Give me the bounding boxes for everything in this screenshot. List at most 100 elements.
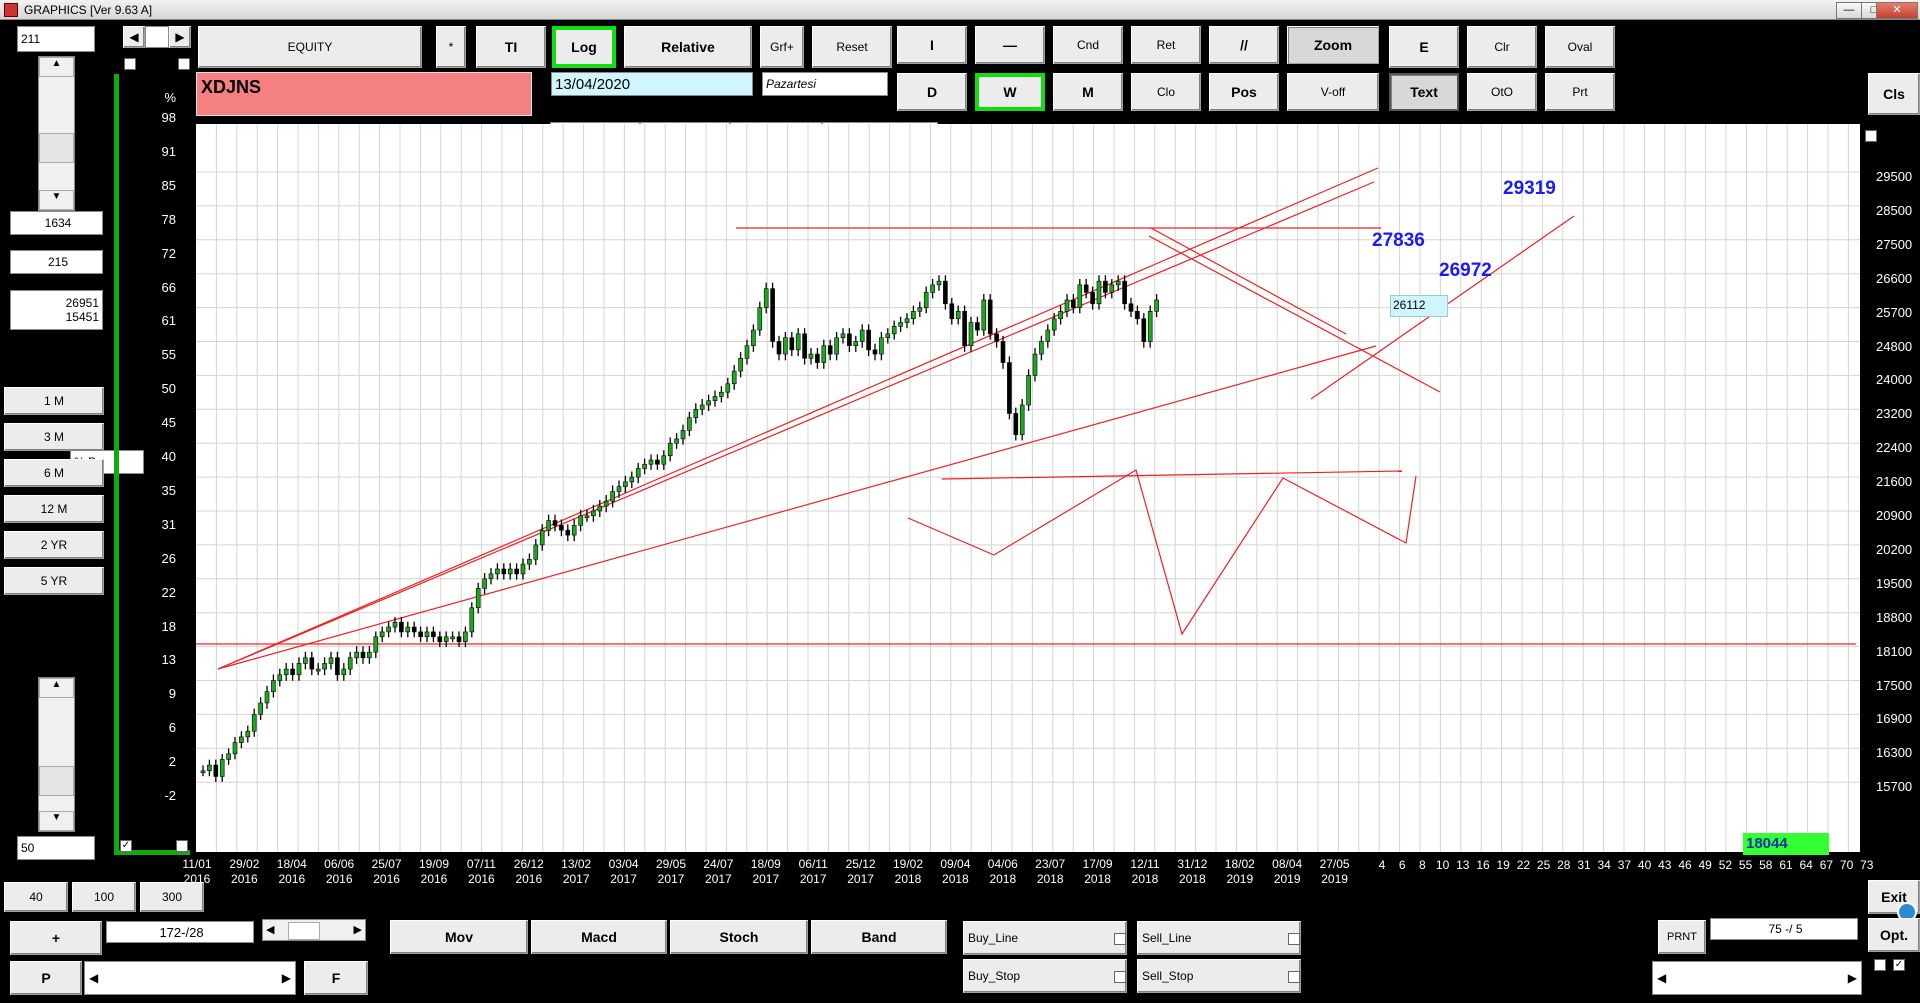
right-horizontal-scrollbar[interactable]: ◀ ▶ xyxy=(1652,961,1862,995)
bottom-right-checkbox-2[interactable]: ✓ xyxy=(1893,959,1905,971)
ti-button[interactable]: TI xyxy=(476,26,546,68)
sell-stop-checkbox[interactable] xyxy=(1288,971,1300,983)
price-candle xyxy=(315,668,321,672)
checkbox-top-left[interactable] xyxy=(124,58,136,70)
tool-oval-button[interactable]: Oval xyxy=(1545,26,1615,68)
period-1m-button[interactable]: 1 M xyxy=(4,387,104,415)
sell-stop-button[interactable]: Sell_Stop xyxy=(1137,959,1301,993)
position-scrollbar[interactable]: ◀ ▶ xyxy=(262,919,366,941)
scroll-up-icon[interactable]: ▲ xyxy=(39,678,74,698)
prnt-button[interactable]: PRNT xyxy=(1658,920,1706,954)
nav-left-button[interactable]: ◀ xyxy=(123,26,145,48)
clo-button[interactable]: Clo xyxy=(1131,73,1201,111)
buy-line-checkbox[interactable] xyxy=(1114,933,1126,945)
sell-line-checkbox[interactable] xyxy=(1288,933,1300,945)
price-candle xyxy=(1064,299,1070,312)
price-candle xyxy=(949,303,955,320)
minimize-button[interactable]: — xyxy=(1836,2,1862,19)
qty-300-button[interactable]: 300 xyxy=(140,882,204,912)
close-button[interactable]: ✕ xyxy=(1876,2,1918,19)
star-button[interactable]: * xyxy=(436,26,466,68)
future-tick-label: 64 xyxy=(1799,858,1813,872)
axis-checkbox[interactable] xyxy=(1865,130,1877,142)
buy-stop-button[interactable]: Buy_Stop xyxy=(963,959,1127,993)
nav-right-button[interactable]: ▶ xyxy=(169,26,191,48)
price-candle xyxy=(776,341,782,355)
macd-button[interactable]: Macd xyxy=(531,920,667,954)
tool-i-button[interactable]: I xyxy=(897,26,967,64)
p-button[interactable]: P xyxy=(10,961,82,995)
tool-cnd-button[interactable]: Cnd xyxy=(1053,26,1123,64)
value2-field: 215 xyxy=(10,250,103,274)
nav-field[interactable] xyxy=(145,26,169,48)
plus-button[interactable]: + xyxy=(10,921,102,955)
period-6m-button[interactable]: 6 M xyxy=(4,459,104,487)
price-candle xyxy=(693,408,699,418)
price-tick-label: 16900 xyxy=(1876,711,1913,727)
date-field[interactable]: 13/04/2020 xyxy=(551,72,753,96)
opt-button[interactable]: Opt. xyxy=(1868,918,1920,952)
buy-stop-checkbox[interactable] xyxy=(1114,971,1126,983)
prt-button[interactable]: Prt xyxy=(1545,73,1615,111)
price-candle xyxy=(437,636,443,642)
period-3m-button[interactable]: 3 M xyxy=(4,423,104,451)
reset-button[interactable]: Reset xyxy=(812,26,892,68)
scroll-down-icon[interactable]: ▼ xyxy=(39,811,74,831)
pos-button[interactable]: Pos xyxy=(1209,73,1279,111)
price-candle xyxy=(1154,299,1159,312)
period-5yr-button[interactable]: 5 YR xyxy=(4,567,104,595)
checkbox-bottom-right[interactable] xyxy=(176,840,188,852)
period-2yr-button[interactable]: 2 YR xyxy=(4,531,104,559)
period-d-button[interactable]: D xyxy=(897,73,967,111)
checkbox-bottom-left[interactable]: ✓ xyxy=(120,840,132,852)
checkbox-top-right[interactable] xyxy=(178,58,190,70)
date-tick-label: 25/12 2017 xyxy=(845,857,876,886)
scroll-down-icon[interactable]: ▼ xyxy=(39,190,74,210)
range-field: 26951 15451 xyxy=(10,290,103,330)
bottom-horizontal-scrollbar[interactable]: ◀ ▶ xyxy=(84,961,296,995)
equity-button[interactable]: EQUITY xyxy=(198,26,422,68)
tool-hline-button[interactable]: — xyxy=(975,26,1045,64)
buy-line-button[interactable]: Buy_Line xyxy=(963,921,1127,955)
period-m-button[interactable]: M xyxy=(1053,73,1123,111)
qty-100-button[interactable]: 100 xyxy=(72,882,136,912)
period-12m-button[interactable]: 12 M xyxy=(4,495,104,523)
price-candle xyxy=(744,345,750,359)
v-off-button[interactable]: V-off xyxy=(1287,73,1379,111)
mov-button[interactable]: Mov xyxy=(390,920,528,954)
cls-button[interactable]: Cls xyxy=(1868,73,1920,115)
tool-clr-button[interactable]: Clr xyxy=(1467,26,1537,68)
band-button[interactable]: Band xyxy=(811,920,947,954)
price-tick-label: 25700 xyxy=(1876,304,1913,320)
scroll-up-icon[interactable]: ▲ xyxy=(39,57,74,77)
left-lower-scrollbar[interactable]: ▲ ▼ xyxy=(38,677,75,832)
price-candle xyxy=(1032,353,1038,376)
tool-ret-button[interactable]: Ret xyxy=(1131,26,1201,64)
top-field[interactable]: 211 xyxy=(17,26,95,52)
future-tick-label: 40 xyxy=(1637,858,1652,872)
scroll-thumb[interactable] xyxy=(39,766,74,796)
scroll-thumb[interactable] xyxy=(39,133,74,163)
grf-plus-button[interactable]: Grf+ xyxy=(760,26,804,68)
relative-button[interactable]: Relative xyxy=(624,26,752,68)
price-chart[interactable] xyxy=(196,124,1860,852)
f-button[interactable]: F xyxy=(304,961,368,995)
price-candle xyxy=(411,626,417,633)
left-vertical-scrollbar[interactable]: ▲ ▼ xyxy=(38,56,75,211)
text-button[interactable]: Text xyxy=(1389,73,1459,111)
price-candle xyxy=(367,651,372,659)
period-w-button[interactable]: W xyxy=(975,73,1045,111)
price-candle xyxy=(872,349,878,355)
log-button[interactable]: Log xyxy=(552,26,616,68)
qty-40-button[interactable]: 40 xyxy=(4,882,68,912)
date-tick-label: 31/12 2018 xyxy=(1177,857,1208,886)
tool-zoom-button[interactable]: Zoom xyxy=(1287,26,1379,64)
oto-button[interactable]: OtO xyxy=(1467,73,1537,111)
sell-line-button[interactable]: Sell_Line xyxy=(1137,921,1301,955)
tool-parallel-button[interactable]: // xyxy=(1209,26,1279,64)
stoch-button[interactable]: Stoch xyxy=(670,920,808,954)
tool-e-button[interactable]: E xyxy=(1389,26,1459,68)
bottom-right-checkbox-1[interactable] xyxy=(1874,959,1886,971)
price-tick-label: 26600 xyxy=(1876,270,1913,286)
bottom-field[interactable]: 50 xyxy=(17,836,95,860)
